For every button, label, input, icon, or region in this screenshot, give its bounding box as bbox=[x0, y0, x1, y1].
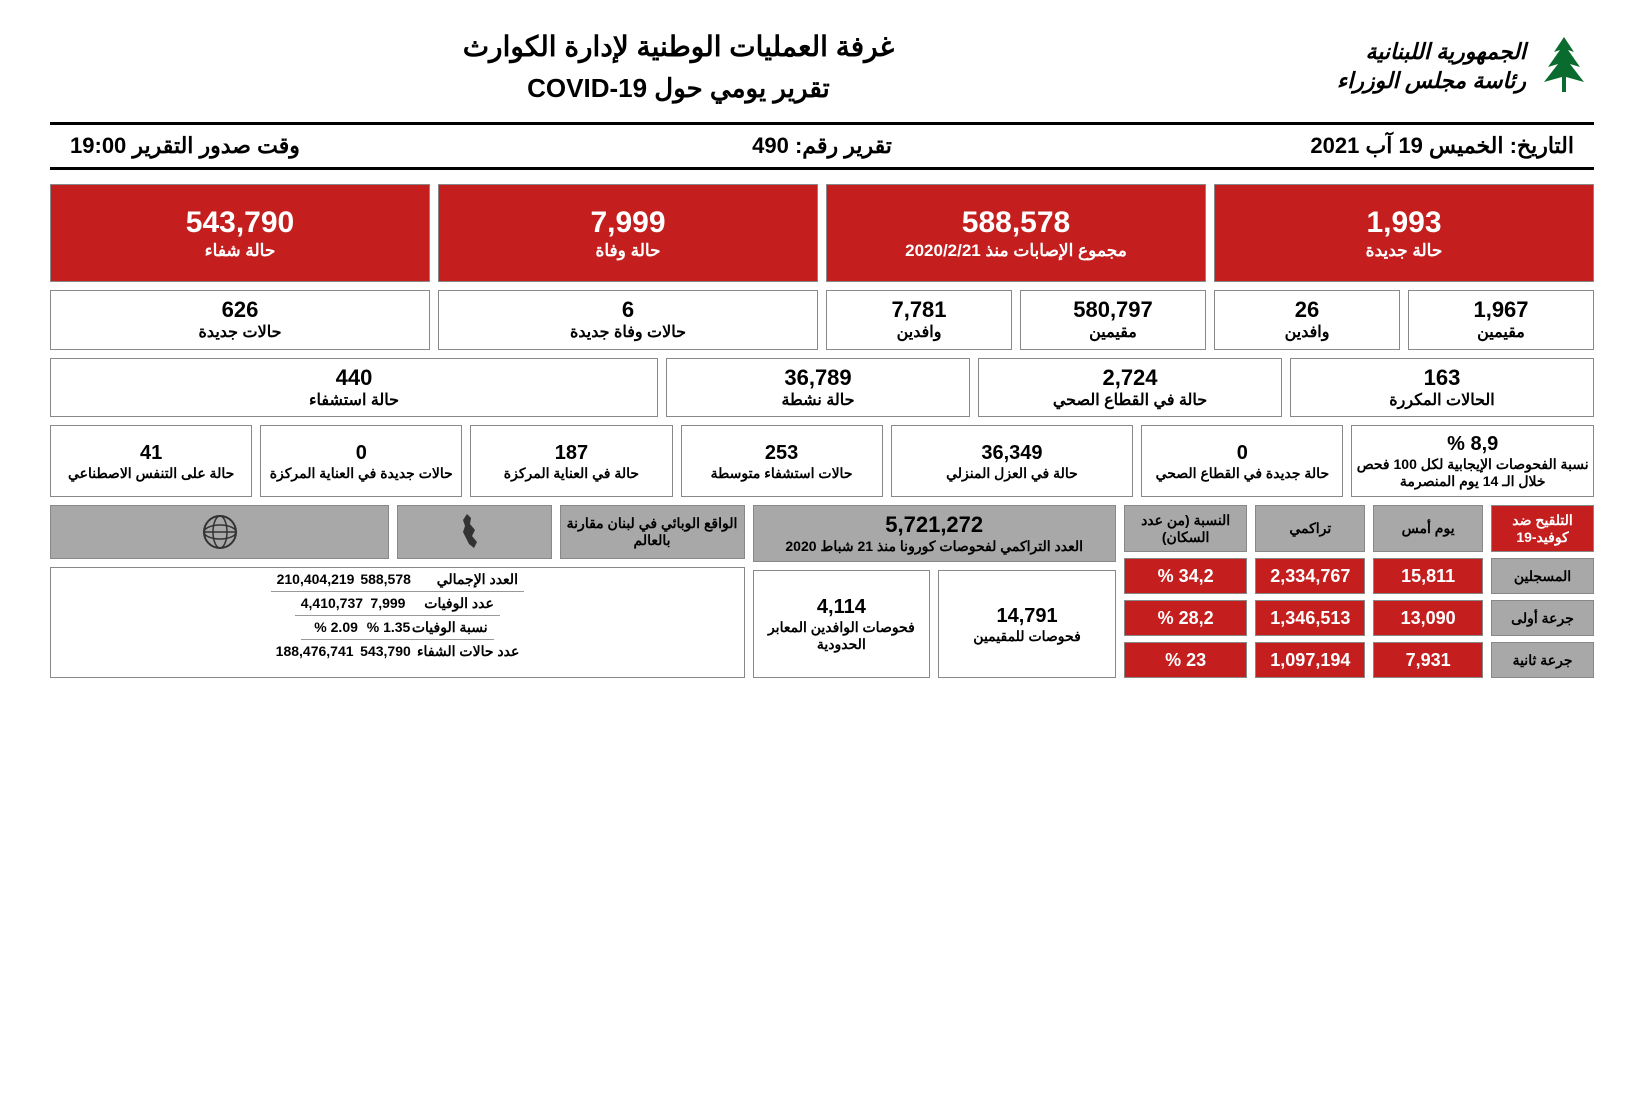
row3: 163الحالات المكررة 2,724حالة في القطاع ا… bbox=[50, 358, 1594, 418]
stat-deaths: 7,999 حالة وفاة bbox=[438, 184, 818, 282]
new-residents: 1,967مقيمين bbox=[1408, 290, 1594, 350]
hs-new: 0حالة جديدة في القطاع الصحي bbox=[1141, 425, 1343, 497]
vax-title: التلقيح ضد كوفيد-19 bbox=[1491, 505, 1594, 553]
new-recovered: 626حالات جديدة bbox=[50, 290, 430, 350]
cedar-icon bbox=[1534, 32, 1594, 102]
world-table: العدد الإجمالي588,578210,404,219 عدد الو… bbox=[50, 567, 745, 679]
home-isolation: 36,349حالة في العزل المنزلي bbox=[891, 425, 1134, 497]
gov-line2: رئاسة مجلس الوزراء bbox=[1337, 67, 1526, 96]
active-cases: 36,789حالة نشطة bbox=[666, 358, 970, 418]
stat-new-cases: 1,993 حالة جديدة bbox=[1214, 184, 1594, 282]
world-title: الواقع الوبائي في لبنان مقارنة بالعالم bbox=[560, 505, 745, 559]
vaccination-block: التلقيح ضد كوفيد-19 يوم أمس تراكمي النسب… bbox=[1124, 505, 1594, 679]
page-title-1: غرفة العمليات الوطنية لإدارة الكوارث bbox=[50, 30, 1307, 63]
new-arrivals: 26وافدين bbox=[1214, 290, 1400, 350]
vax-pct-hdr: النسبة (من عدد السكان) bbox=[1124, 505, 1248, 553]
bottom-section: التلقيح ضد كوفيد-19 يوم أمس تراكمي النسب… bbox=[50, 505, 1594, 679]
stat-recovered: 543,790 حالة شفاء bbox=[50, 184, 430, 282]
globe-icon bbox=[50, 505, 389, 559]
header: الجمهورية اللبنانية رئاسة مجلس الوزراء غ… bbox=[50, 30, 1594, 104]
vax-row-dose1: جرعة أولى 13,090 1,346,513 28,2 % bbox=[1124, 600, 1594, 636]
report-time: وقت صدور التقرير 19:00 bbox=[50, 133, 571, 159]
repeat-cases: 163الحالات المكررة bbox=[1290, 358, 1594, 418]
gov-logo: الجمهورية اللبنانية رئاسة مجلس الوزراء bbox=[1337, 32, 1594, 102]
ventilator: 41حالة على التنفس الاصطناعي bbox=[50, 425, 252, 497]
stat-total-cases: 588,578 مجموع الإصابات منذ 2020/2/21 bbox=[826, 184, 1206, 282]
page-title-2: تقرير يومي حول COVID-19 bbox=[50, 73, 1307, 104]
row4: 8,9 %نسبة الفحوصات الإيجابية لكل 100 فحص… bbox=[50, 425, 1594, 497]
vax-row-registered: المسجلين 15,811 2,334,767 34,2 % bbox=[1124, 558, 1594, 594]
report-date: التاريخ: الخميس 19 آب 2021 bbox=[1073, 133, 1594, 159]
tests-arrivals: 4,114فحوصات الوافدين المعابر الحدودية bbox=[753, 570, 931, 678]
icu-cases: 187حالة في العناية المركزة bbox=[470, 425, 672, 497]
tests-block: 5,721,272 العدد التراكمي لفحوصات كورونا … bbox=[753, 505, 1116, 679]
vax-yesterday-hdr: يوم أمس bbox=[1373, 505, 1483, 553]
vax-row-dose2: جرعة ثانية 7,931 1,097,194 23 % bbox=[1124, 642, 1594, 678]
info-bar: التاريخ: الخميس 19 آب 2021 تقرير رقم: 49… bbox=[50, 122, 1594, 170]
tests-total: 5,721,272 العدد التراكمي لفحوصات كورونا … bbox=[753, 505, 1116, 562]
gov-line1: الجمهورية اللبنانية bbox=[1337, 38, 1526, 67]
tests-residents: 14,791فحوصات للمقيمين bbox=[938, 570, 1116, 678]
total-residents: 580,797مقيمين bbox=[1020, 290, 1206, 350]
positivity-rate: 8,9 %نسبة الفحوصات الإيجابية لكل 100 فحص… bbox=[1351, 425, 1594, 497]
total-arrivals: 7,781وافدين bbox=[826, 290, 1012, 350]
health-sector-cases: 2,724حالة في القطاع الصحي bbox=[978, 358, 1282, 418]
new-deaths: 6حالات وفاة جديدة bbox=[438, 290, 818, 350]
icu-new: 0حالات جديدة في العناية المركزة bbox=[260, 425, 462, 497]
vax-cumulative-hdr: تراكمي bbox=[1255, 505, 1365, 553]
lebanon-icon bbox=[397, 505, 551, 559]
world-block: الواقع الوبائي في لبنان مقارنة بالعالم ا… bbox=[50, 505, 745, 679]
row2: 1,967مقيمين 26وافدين 580,797مقيمين 7,781… bbox=[50, 290, 1594, 350]
hosp-moderate: 253حالات استشفاء متوسطة bbox=[681, 425, 883, 497]
top-stats: 1,993 حالة جديدة 588,578 مجموع الإصابات … bbox=[50, 184, 1594, 282]
report-number: تقرير رقم: 490 bbox=[571, 133, 1072, 159]
hospitalized: 440حالة استشفاء bbox=[50, 358, 658, 418]
